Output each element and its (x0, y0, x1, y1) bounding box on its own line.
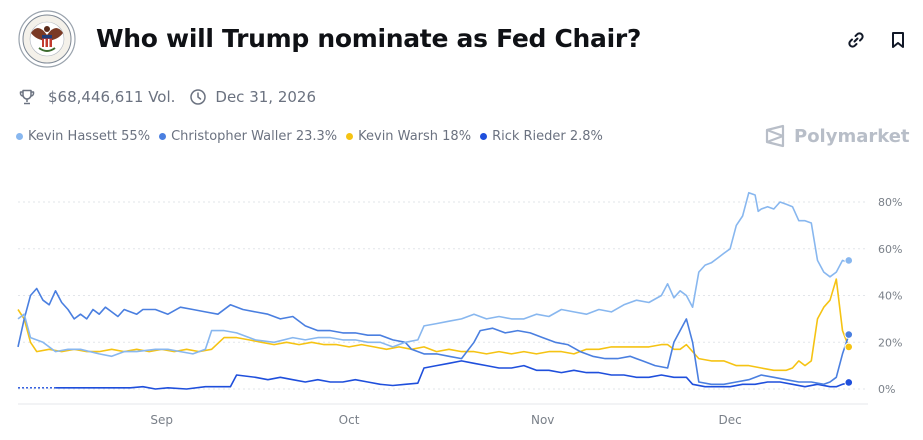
market-header: Who will Trump nominate as Fed Chair? (18, 10, 908, 74)
volume-text: $68,446,611 Vol. (48, 88, 176, 106)
chart-legend: Kevin Hassett 55% Christopher Waller 23.… (16, 129, 612, 144)
y-tick-label: 80% (878, 196, 902, 209)
polymarket-brand: Polymarket (764, 124, 910, 148)
series-line-kevin-hassett (17, 191, 850, 358)
series-end-marker-rick-rieder (844, 378, 854, 387)
legend-item-rieder: Rick Rieder 2.8% (480, 129, 603, 144)
market-meta: $68,446,611 Vol. Dec 31, 2026 (18, 88, 316, 106)
legend-dot (346, 133, 354, 140)
price-history-chart: 0% 20% 40% 60% 80% Sep Oct Nov Dec (17, 191, 902, 427)
page-title: Who will Trump nominate as Fed Chair? (96, 24, 642, 53)
series-end-marker-christopher-waller (844, 330, 854, 339)
legend-item-hassett: Kevin Hassett 55% (16, 129, 150, 144)
clock-icon (190, 89, 207, 105)
series-end-marker-kevin-hassett (844, 256, 854, 265)
legend-label: Kevin Hassett 55% (28, 129, 151, 144)
series-line-rick-rieder (55, 360, 850, 390)
series-end-marker-kevin-warsh (844, 342, 854, 352)
y-tick-label: 40% (878, 290, 902, 303)
trophy-icon (19, 89, 35, 105)
series-line-christopher-waller (17, 287, 850, 386)
polymarket-logo-icon (765, 124, 785, 148)
legend-dot (480, 133, 488, 140)
x-tick-label: Oct (339, 413, 360, 427)
legend-item-warsh: Kevin Warsh 18% (346, 129, 471, 144)
y-tick-label: 0% (878, 383, 895, 396)
federal-reserve-seal-icon (18, 10, 76, 68)
y-tick-label: 20% (878, 336, 902, 349)
legend-label: Christopher Waller 23.3% (171, 129, 338, 144)
x-tick-label: Dec (718, 413, 741, 427)
x-tick-label: Sep (150, 413, 173, 427)
brand-name: Polymarket (794, 125, 910, 147)
x-tick-label: Nov (531, 413, 554, 427)
legend-label: Rick Rieder 2.8% (492, 129, 603, 144)
legend-dot (159, 133, 167, 140)
y-tick-label: 60% (878, 243, 902, 256)
end-date-text: Dec 31, 2026 (215, 88, 316, 106)
legend-item-waller: Christopher Waller 23.3% (159, 129, 337, 144)
header-actions (846, 30, 908, 50)
legend-label: Kevin Warsh 18% (358, 129, 472, 144)
legend-dot (16, 133, 23, 140)
bookmark-icon[interactable] (888, 30, 908, 50)
link-icon[interactable] (846, 30, 866, 50)
